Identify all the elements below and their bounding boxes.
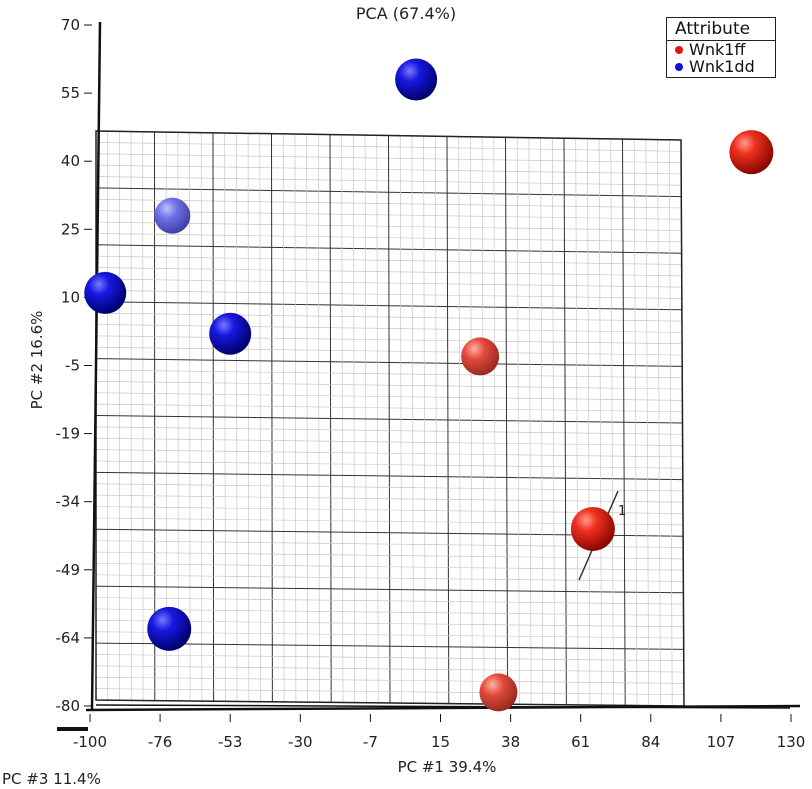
grid-line-vertical [645,139,650,706]
axes [57,21,801,731]
grid-line-horizontal [95,449,683,458]
grid-line-horizontal [95,688,684,696]
grid-line-horizontal [95,608,684,616]
x-tick-label: -53 [218,733,243,751]
grid-line-horizontal [95,494,683,503]
data-point-wnk1dd [147,606,192,651]
grid-line-horizontal [95,551,684,560]
data-point-wnk1ff [479,673,518,712]
x-tick-label: 15 [431,733,450,751]
grid-line-horizontal [95,437,683,446]
grid-line-horizontal [95,597,684,605]
z-axis-line [95,704,791,709]
grid-line-horizontal [95,471,683,481]
grid-line-vertical [622,139,626,706]
legend: Attribute Wnk1ff Wnk1dd [666,17,776,78]
x-tick-label: 38 [501,733,520,751]
legend-label: Wnk1dd [689,57,755,76]
legend-title: Attribute [667,18,775,41]
x-tick-label: -100 [73,733,107,751]
grid-wall [95,130,685,707]
grid-line-vertical [481,136,485,704]
data-point-wnk1dd [84,271,127,314]
y-tick-labels: 70 55 40 25 10 -5 -19 -34 -49 -64 -80 [56,16,92,715]
grid-line-vertical [563,138,567,705]
y-tick-label: -80 [56,697,81,715]
grid-line-horizontal [95,574,684,582]
legend-dot-icon [675,62,683,71]
y-tick-label: -49 [56,561,81,579]
grid-line-vertical [551,138,555,705]
grid-line-vertical [470,136,473,704]
grid-line-vertical [528,137,532,705]
grid-line-vertical [540,137,544,705]
grid-line-vertical [505,137,509,705]
grid-line-horizontal [95,426,683,435]
y-tick-label: 70 [61,16,80,34]
grid-line-vertical [434,136,438,704]
grid-line-vertical [411,135,414,704]
legend-item-wnk1ff: Wnk1ff [667,41,775,58]
y-tick-label: -64 [56,629,81,647]
grid-line-vertical [668,139,673,706]
data-point-wnk1ff [729,130,774,175]
grid-line-horizontal [95,415,683,424]
x-tick-label: 130 [777,733,806,751]
grid-line-horizontal [95,631,684,639]
grid-line-vertical [587,138,591,706]
x-tick-label: -76 [148,733,173,751]
x-axis-line [85,704,801,712]
grid-line-vertical [598,138,603,706]
chart-title: PCA (67.4%) [356,4,456,23]
x-axis-label: PC #1 39.4% [398,758,497,776]
data-point-wnk1dd [154,197,191,234]
annotation-label: 1 [618,504,626,519]
grid-line-horizontal [95,563,684,571]
grid-line-horizontal [95,665,684,673]
grid-line-horizontal [95,460,683,469]
y-tick-label: -5 [65,357,80,375]
y-axis-line [90,21,102,711]
y-tick-label: -34 [56,493,81,511]
grid-line-horizontal [95,642,684,650]
legend-dot-icon [675,45,683,54]
y-tick-label: 40 [61,152,80,170]
grid-line-horizontal [95,654,684,662]
y-tick-label: 25 [61,220,80,238]
x-tick-label: 61 [571,733,590,751]
data-point-wnk1ff [570,506,615,551]
grid-line-vertical [633,139,638,706]
grid-line-vertical [657,139,661,706]
grid-line-horizontal [95,483,683,492]
grid-line-vertical [399,135,403,704]
grid-line-horizontal [95,619,684,628]
grid-line-vertical [575,138,579,705]
x-tick-label: 107 [707,733,736,751]
data-point-wnk1dd [209,312,252,355]
y-axis-label: PC #2 16.6% [28,311,46,410]
z-axis-label: PC #3 11.4% [2,770,101,788]
grid-line-horizontal [95,585,684,594]
data-points [84,58,774,712]
y-tick-label: -19 [56,425,81,443]
x-tick-label: -7 [363,733,378,751]
x-tick-labels: -100 -76 -53 -30 -7 15 38 61 84 107 130 [73,714,805,751]
grid-line-vertical [610,138,614,706]
legend-label: Wnk1ff [689,40,746,59]
legend-item-wnk1dd: Wnk1dd [667,58,775,77]
grid-line-vertical [458,136,461,704]
y-tick-label: 10 [61,288,80,306]
grid-line-horizontal [95,676,684,684]
grid-line-vertical [516,137,520,705]
y-tick-label: 55 [61,84,80,102]
grid-line-vertical [446,136,450,704]
grid-line-vertical [493,137,497,705]
x-tick-label: -30 [288,733,313,751]
x-tick-label: 84 [641,733,660,751]
data-point-wnk1ff [461,337,500,376]
grid-line-vertical [423,136,426,704]
data-point-wnk1dd [395,58,438,101]
